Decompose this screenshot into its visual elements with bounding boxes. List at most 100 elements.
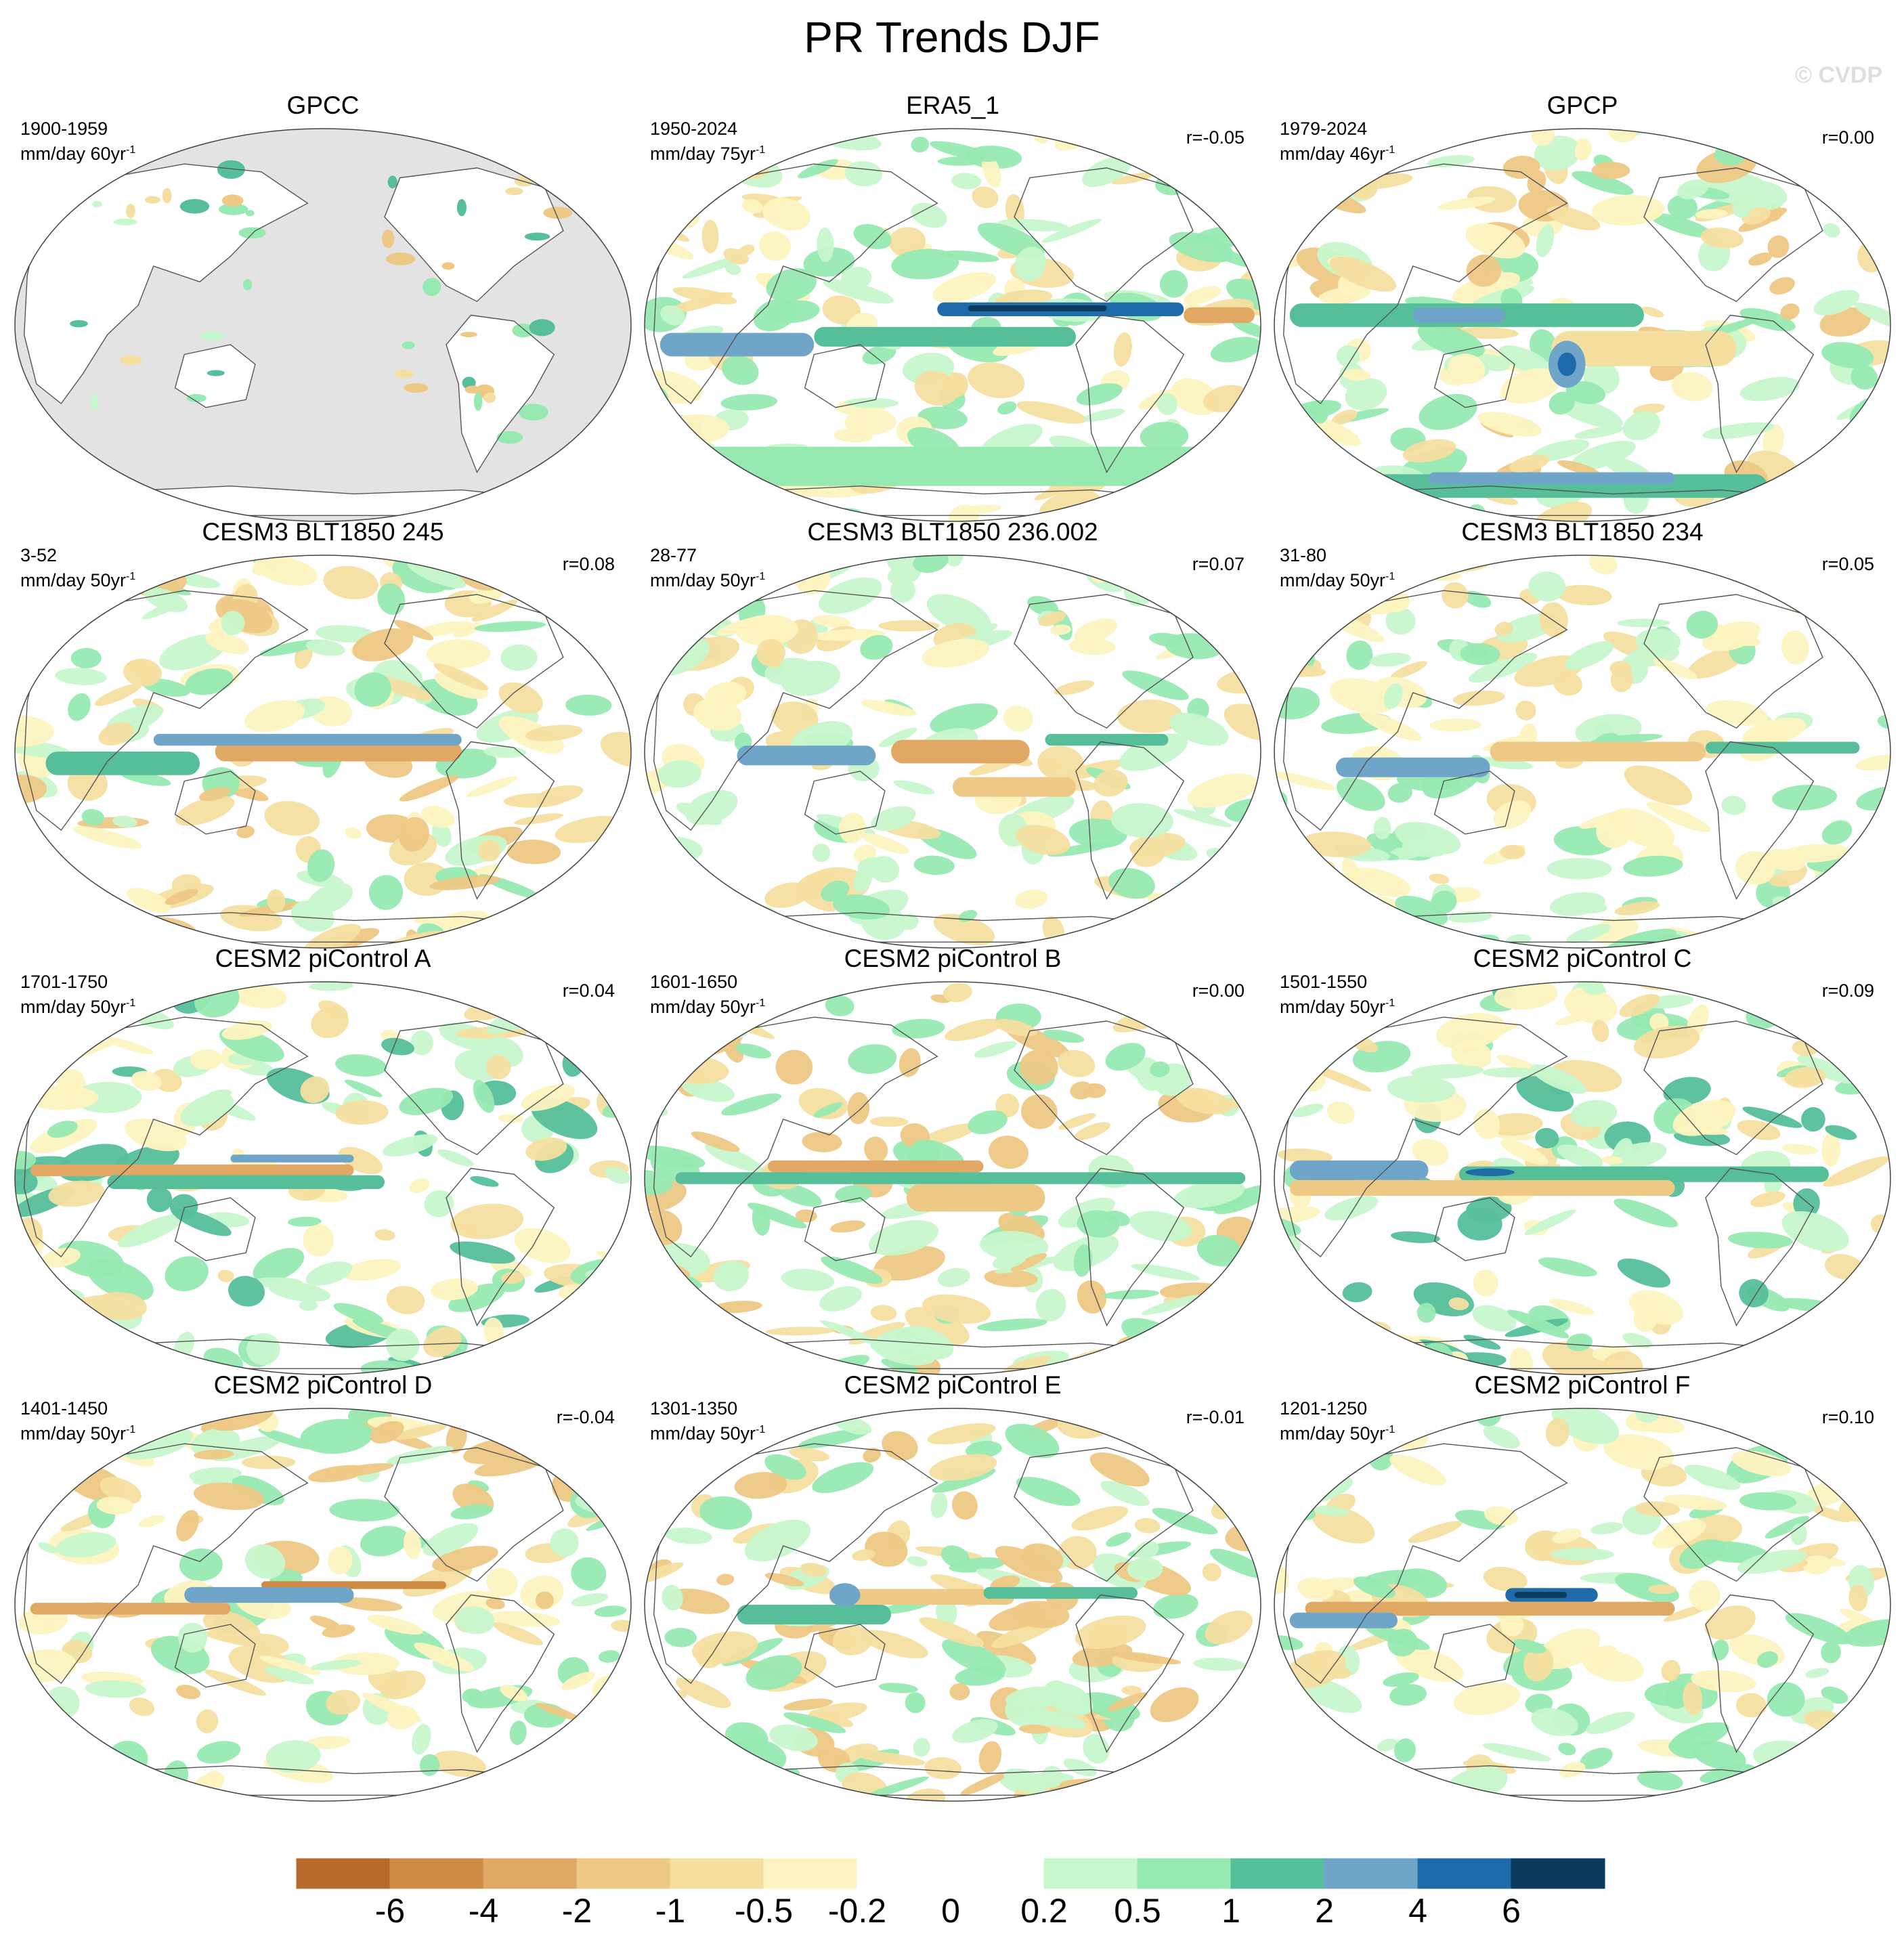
trend-patch	[1483, 1566, 1528, 1592]
trend-band	[1305, 1601, 1675, 1616]
panel-units: mm/day 50yr-1	[20, 997, 136, 1017]
trend-patch	[68, 693, 91, 721]
trend-patch	[344, 1079, 383, 1098]
trend-patch	[453, 622, 481, 638]
trend-patch	[693, 697, 742, 731]
trend-patch	[960, 1772, 1008, 1796]
coastline	[1014, 1020, 1194, 1156]
trend-patch	[1591, 195, 1665, 226]
panel-units: mm/day 50yr-1	[650, 570, 766, 590]
coastline	[174, 771, 256, 835]
trend-patch	[1389, 1684, 1427, 1706]
trend-patch	[52, 555, 92, 566]
trend-patch	[91, 200, 102, 208]
trend-patch	[1739, 376, 1800, 402]
trend-patch	[1781, 1144, 1819, 1155]
trend-patch	[1121, 1685, 1142, 1695]
trend-patch	[759, 231, 791, 261]
trend-patch	[165, 888, 198, 905]
trend-patch	[972, 186, 999, 209]
trend-patch	[464, 385, 481, 394]
trend-band	[737, 1605, 891, 1624]
trend-patch	[333, 1303, 384, 1324]
trend-patch	[863, 1448, 881, 1463]
coastline	[1014, 1447, 1194, 1582]
trend-patch	[500, 644, 538, 671]
trend-patch	[1169, 232, 1234, 263]
trend-patch	[1027, 596, 1059, 616]
trend-patch	[1345, 378, 1387, 411]
trend-patch	[1557, 1144, 1603, 1168]
trend-patch	[1016, 1477, 1081, 1507]
trend-patch	[1003, 706, 1033, 732]
trend-patch	[376, 676, 433, 701]
trend-patch	[657, 760, 701, 788]
trend-patch	[1368, 1353, 1433, 1370]
map-border	[1274, 555, 1891, 949]
trend-patch	[328, 1547, 353, 1575]
trend-patch	[343, 1259, 402, 1281]
trend-patch	[1823, 1156, 1889, 1187]
trend-patch	[1679, 1539, 1725, 1569]
coastline	[384, 1020, 564, 1156]
trend-patch	[1861, 1258, 1890, 1274]
trend-patch	[1005, 1686, 1065, 1709]
trend-patch	[659, 893, 687, 905]
trend-patch	[1785, 1613, 1852, 1645]
trend-patch	[1699, 1785, 1769, 1801]
trend-patch	[1041, 218, 1102, 243]
trend-patch	[1150, 1687, 1199, 1723]
trend-patch	[864, 1136, 888, 1163]
trend-patch	[58, 910, 81, 929]
coastline	[446, 741, 555, 901]
trend-patch	[15, 715, 54, 748]
trend-patch	[402, 341, 415, 349]
trend-patch	[189, 1467, 242, 1482]
trend-patch	[1665, 1686, 1688, 1709]
trend-patch	[1247, 607, 1261, 628]
trend-patch	[15, 896, 64, 922]
trend-patch	[1535, 1127, 1559, 1148]
map-panel: CESM2 piControl F 1201-1250 mm/day 50yr-1 r…	[1268, 1371, 1897, 1808]
map-panel: CESM2 piControl E 1301-1350 mm/day 50yr-1 r…	[638, 1371, 1268, 1808]
trend-patch	[1015, 825, 1070, 855]
coastline	[1014, 594, 1194, 729]
coastline	[446, 1594, 555, 1754]
trend-patch	[1513, 1639, 1546, 1653]
trend-band	[737, 745, 876, 766]
trend-patch	[1054, 680, 1095, 695]
trend-patch	[56, 1532, 116, 1558]
trend-patch	[1500, 844, 1526, 860]
trend-patch	[176, 1510, 199, 1542]
trend-patch	[1014, 889, 1048, 909]
trend-patch	[764, 882, 810, 908]
map-panel: CESM3 BLT1850 245 3-52 mm/day 50yr-1 r=0.08	[8, 518, 638, 955]
panel-title: CESM2 piControl A	[215, 945, 431, 972]
trend-patch	[1813, 1763, 1849, 1794]
land-mask	[446, 315, 555, 473]
trend-patch	[134, 1421, 161, 1437]
trend-patch	[179, 198, 210, 214]
trend-patch	[1284, 1650, 1346, 1689]
trend-patch	[1721, 796, 1746, 815]
panel-title: CESM2 piControl B	[844, 945, 1062, 972]
trend-patch	[1500, 368, 1561, 404]
trend-patch	[1648, 1584, 1676, 1595]
trend-patch	[238, 227, 266, 239]
trend-patch	[742, 1768, 800, 1797]
trend-patch	[924, 1757, 962, 1779]
trend-patch	[1805, 1668, 1830, 1679]
coastline	[653, 163, 938, 405]
trend-patch	[1591, 161, 1630, 179]
trend-patch	[713, 1260, 750, 1292]
trend-patch	[196, 1709, 219, 1733]
trend-patch	[809, 1710, 853, 1727]
trend-patch	[175, 796, 235, 826]
trend-patch	[525, 1765, 549, 1791]
trend-band	[1289, 1612, 1398, 1628]
trend-patch	[911, 202, 947, 228]
trend-patch	[948, 504, 979, 521]
trend-patch	[1429, 718, 1481, 732]
trend-patch	[404, 383, 429, 393]
trend-patch	[543, 207, 573, 219]
